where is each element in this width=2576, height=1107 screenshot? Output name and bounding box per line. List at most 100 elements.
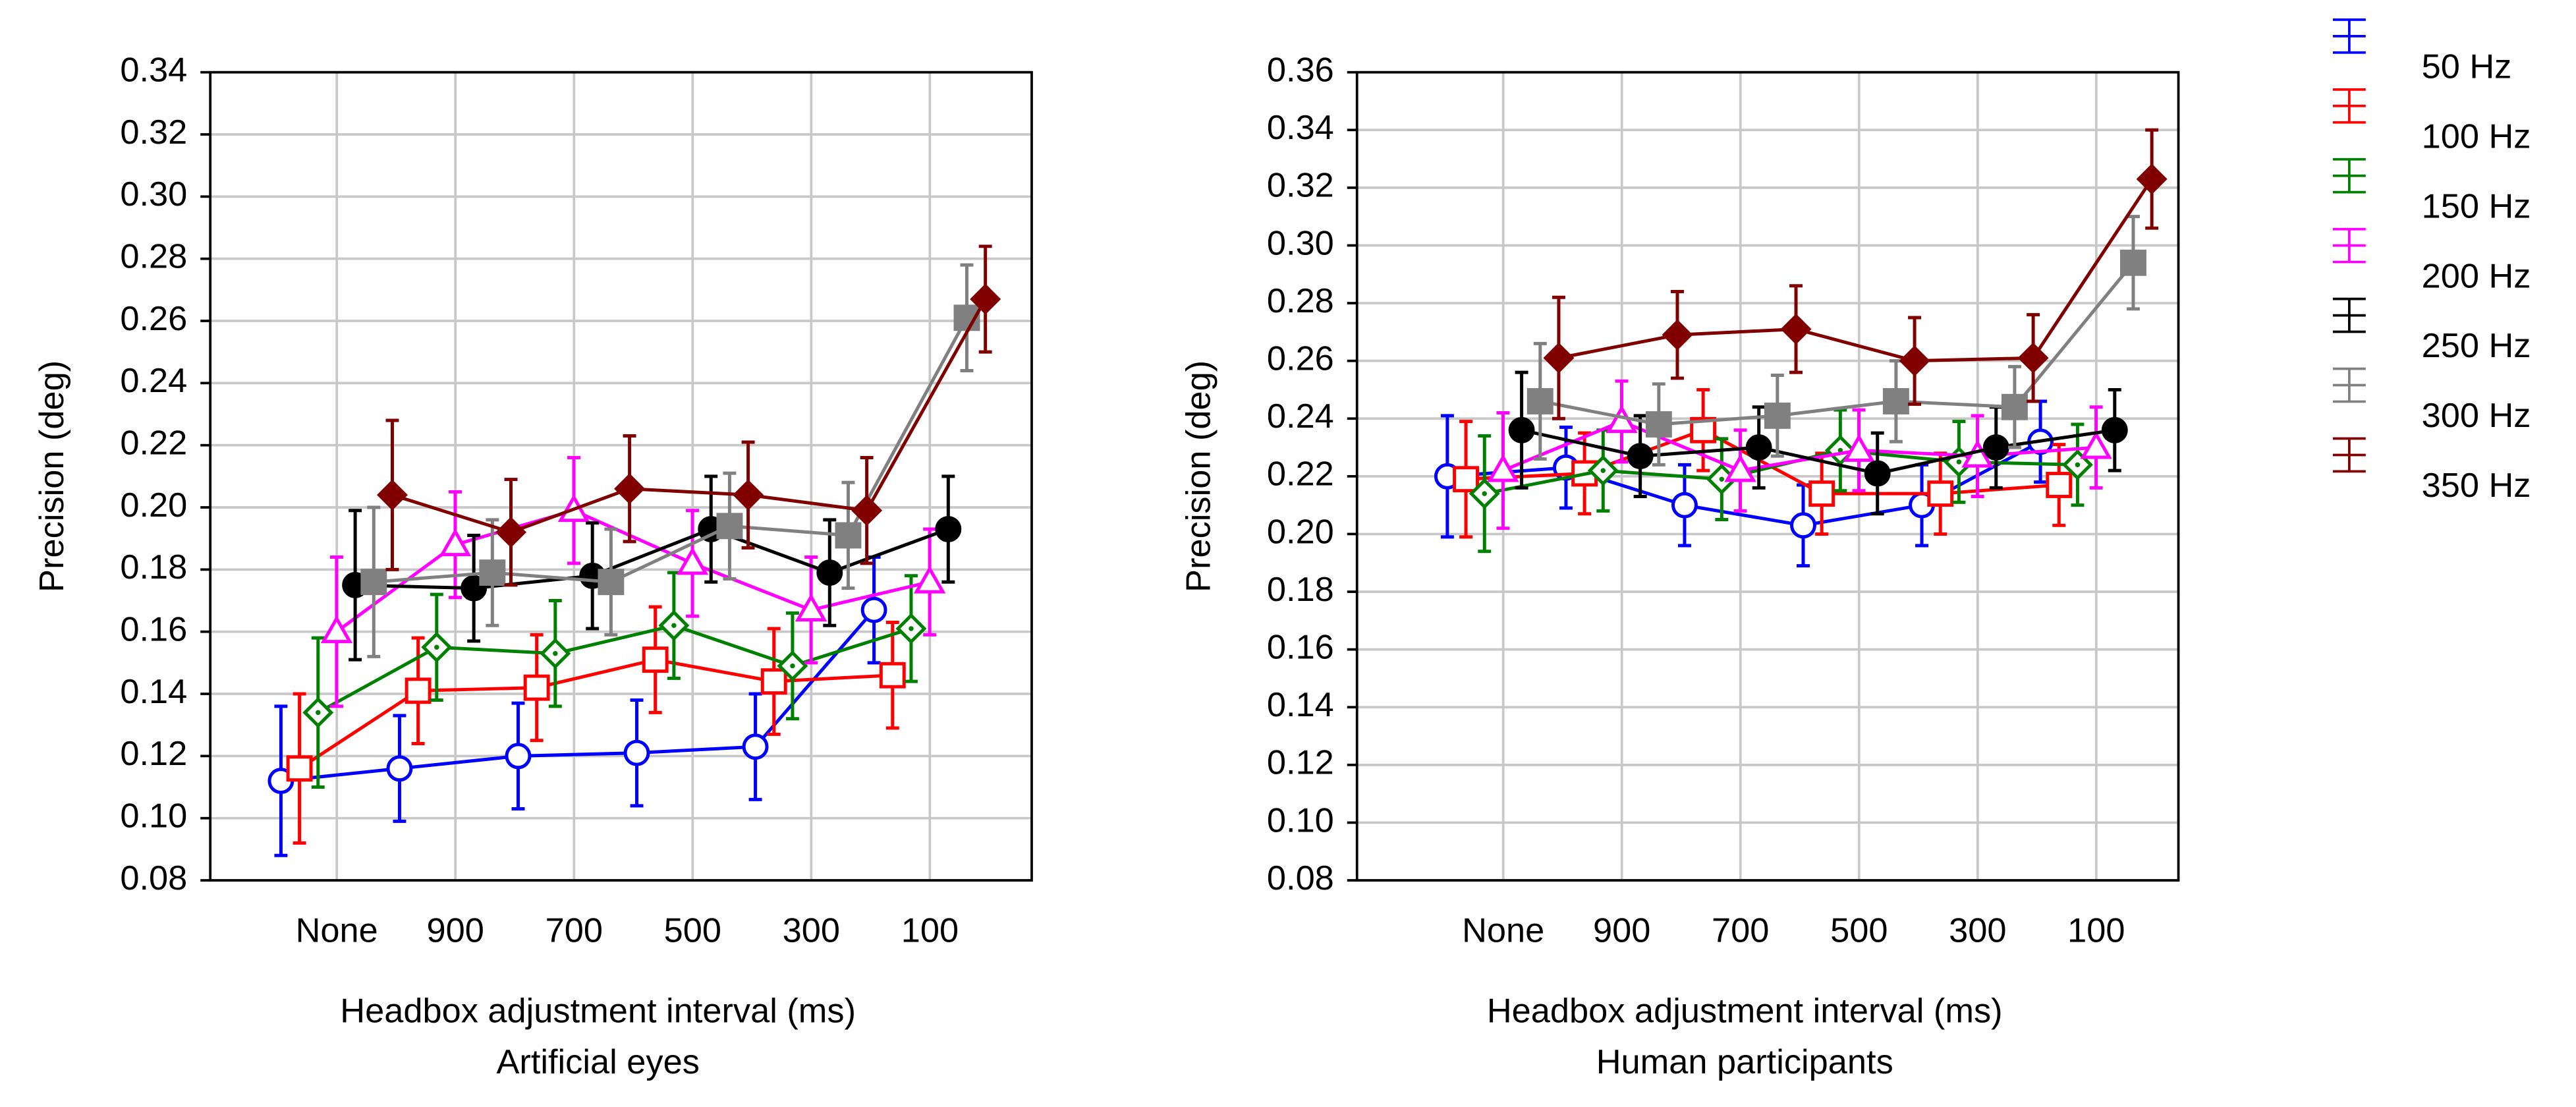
y-tick-label: 0.14 — [1267, 686, 1334, 724]
marker — [2101, 416, 2128, 443]
marker-dot — [790, 663, 795, 669]
y-tick-label: 0.28 — [1267, 282, 1334, 320]
marker — [614, 473, 646, 505]
legend-label: 350 Hz — [2422, 467, 2531, 505]
x-tick-label: 300 — [783, 912, 840, 950]
y-axis-label: Precision (deg) — [1180, 360, 1218, 592]
series-line — [391, 298, 987, 534]
marker — [1899, 345, 1930, 377]
legend-label: 300 Hz — [2422, 397, 2531, 435]
y-tick-label: 0.34 — [120, 51, 187, 90]
series — [302, 571, 927, 789]
legend-icon — [2332, 297, 2366, 333]
marker — [1790, 512, 1816, 539]
marker — [1780, 314, 1812, 345]
marker — [913, 565, 946, 594]
y-tick-label: 0.36 — [1267, 51, 1334, 90]
chart: 0.08 0.10 0.12 0.14 0.16 0.18 0.20 0.22 0.24 0.26… — [1180, 51, 2180, 1081]
marker — [495, 517, 526, 548]
x-tick-label: 700 — [546, 912, 603, 950]
y-tick-label: 0.18 — [120, 548, 187, 586]
y-tick-label: 0.20 — [120, 486, 187, 525]
marker — [360, 569, 387, 596]
x-axis-label: Headbox adjustment interval (ms) — [1487, 992, 2003, 1031]
marker — [2080, 431, 2112, 459]
y-tick-label: 0.24 — [1267, 397, 1334, 436]
marker — [598, 569, 625, 596]
legend-label: 250 Hz — [2422, 327, 2531, 365]
y-tick-label: 0.22 — [120, 424, 187, 463]
legend-icon — [2332, 227, 2366, 264]
marker — [1671, 492, 1698, 519]
marker — [405, 677, 432, 704]
x-tick-label: 300 — [1949, 912, 2006, 950]
y-tick-label: 0.30 — [1267, 224, 1334, 262]
y-tick-label: 0.26 — [1267, 339, 1334, 378]
legend-label: 100 Hz — [2422, 117, 2531, 156]
subtitle: Artificial eyes — [496, 1043, 699, 1081]
y-tick-label: 0.08 — [1267, 859, 1334, 897]
marker — [935, 516, 962, 542]
x-tick-label: 500 — [1830, 912, 1888, 950]
marker — [523, 674, 550, 701]
marker — [1543, 342, 1575, 374]
y-tick-label: 0.10 — [120, 797, 187, 836]
plot-area — [210, 72, 1032, 881]
marker — [1453, 466, 1480, 493]
marker — [1882, 388, 1909, 414]
legend-icon — [2332, 18, 2366, 54]
legend-icon — [2332, 88, 2366, 124]
marker — [879, 662, 906, 689]
marker — [2017, 342, 2049, 374]
legend-icon — [2332, 437, 2366, 473]
marker — [1808, 480, 1835, 507]
series — [1508, 370, 2128, 516]
marker — [1764, 402, 1791, 429]
marker — [377, 479, 408, 511]
marker — [2046, 472, 2073, 498]
legend-label: 50 Hz — [2422, 48, 2512, 86]
y-tick-label: 0.24 — [120, 362, 187, 400]
legend-label: 150 Hz — [2422, 187, 2531, 225]
marker — [676, 546, 709, 575]
marker — [623, 739, 650, 766]
x-tick-label: None — [1462, 912, 1544, 950]
y-tick-label: 0.12 — [1267, 744, 1334, 782]
x-tick-label: 900 — [427, 912, 484, 950]
marker — [1745, 434, 1772, 461]
marker — [860, 596, 887, 623]
marker-dot — [316, 710, 321, 716]
y-tick-label: 0.20 — [1267, 513, 1334, 551]
y-tick-label: 0.08 — [120, 859, 187, 897]
marker-dot — [1719, 476, 1725, 482]
subtitle: Human participants — [1596, 1043, 1893, 1081]
y-tick-label: 0.18 — [1267, 571, 1334, 609]
x-tick-label: 100 — [901, 912, 959, 950]
marker — [386, 755, 413, 782]
marker — [1843, 434, 1875, 462]
y-tick-label: 0.10 — [1267, 801, 1334, 839]
marker — [760, 668, 787, 695]
marker — [816, 559, 843, 586]
marker — [1627, 443, 1654, 470]
marker — [851, 495, 883, 526]
y-tick-label: 0.26 — [120, 300, 187, 338]
marker — [1662, 319, 1693, 351]
legend: 50 Hz 100 Hz 150 Hz 200 Hz 250 Hz 300 Hz 350 H… — [2332, 18, 2531, 505]
marker-dot — [1600, 468, 1606, 473]
y-tick-label: 0.22 — [1267, 455, 1334, 494]
series-line — [1558, 178, 2154, 363]
marker — [1724, 454, 1756, 482]
marker — [1526, 388, 1554, 414]
y-tick-label: 0.34 — [1267, 109, 1334, 147]
marker-dot — [1837, 447, 1843, 453]
series — [267, 555, 887, 857]
series — [377, 244, 1001, 587]
y-axis-label: Precision (deg) — [33, 360, 71, 592]
x-tick-label: 700 — [1712, 912, 1769, 950]
marker — [286, 755, 313, 782]
y-tick-label: 0.16 — [120, 611, 187, 649]
marker — [2136, 163, 2168, 195]
marker — [970, 283, 1001, 315]
marker — [1864, 460, 1891, 487]
